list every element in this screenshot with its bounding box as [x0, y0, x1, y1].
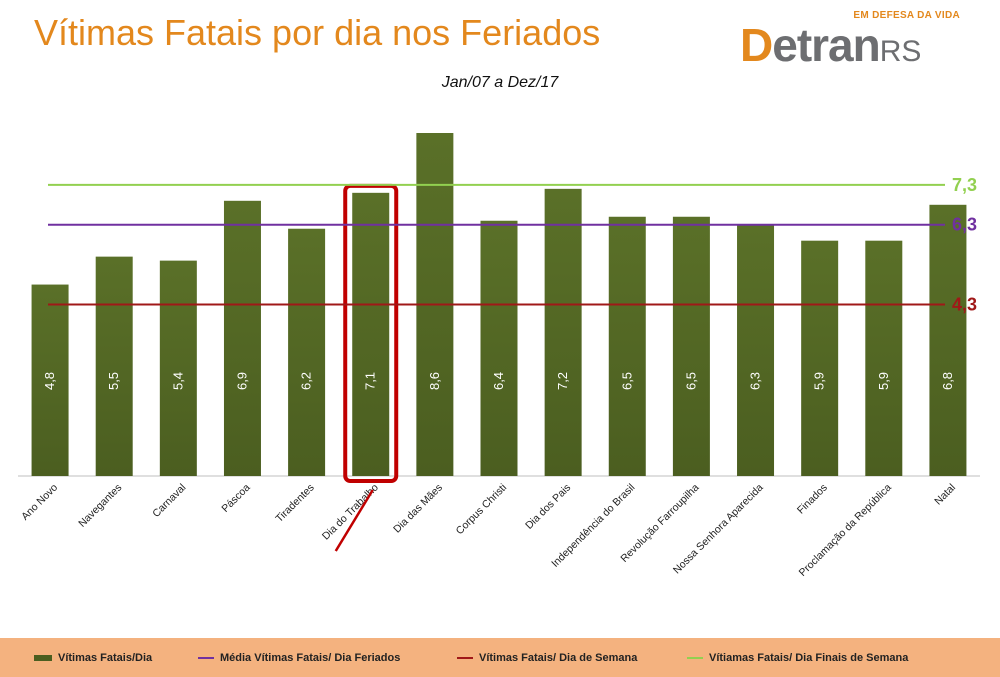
- bar-value-label: 6,5: [683, 372, 698, 390]
- legend-swatch: [34, 655, 52, 662]
- chart-title: Vítimas Fatais por dia nos Feriados: [34, 12, 601, 53]
- legend-label: Vítimas Fatais/ Dia de Semana: [479, 652, 638, 664]
- bar-11: [672, 216, 710, 477]
- category-label: Finados: [795, 482, 830, 517]
- category-label: Carnaval: [150, 482, 188, 520]
- bar-6: [352, 192, 390, 477]
- legend-label: Vítiamas Fatais/ Dia Finais de Semana: [709, 652, 909, 664]
- bar-value-label: 6,4: [491, 372, 506, 390]
- bar-value-label: 7,2: [555, 372, 570, 390]
- bar-5: [288, 228, 326, 476]
- bar-3: [159, 260, 197, 476]
- bar-value-label: 5,4: [170, 372, 185, 390]
- reference-line-label: 6,3: [952, 215, 977, 235]
- highlight-underline: [334, 489, 374, 552]
- bar-14: [865, 240, 903, 476]
- bar-13: [801, 240, 839, 476]
- bar-value-label: 5,9: [876, 372, 891, 390]
- bar-1: [31, 284, 69, 476]
- legend-label: Vítimas Fatais/Dia: [58, 652, 153, 664]
- bar-4: [223, 200, 261, 477]
- bar-value-label: 5,9: [812, 372, 827, 390]
- bar-15: [929, 204, 967, 476]
- category-label: Natal: [932, 482, 958, 508]
- bar-9: [544, 188, 582, 476]
- legend-item-4: Vítiamas Fatais/ Dia Finais de Semana: [687, 652, 908, 664]
- bar-value-label: 6,3: [748, 372, 763, 390]
- bar-value-label: 7,1: [363, 372, 378, 390]
- legend-item-1: Vítimas Fatais/Dia: [34, 652, 152, 664]
- bar-2: [95, 256, 133, 476]
- category-label: Ano Novo: [19, 482, 60, 523]
- bar-value-label: 6,5: [619, 372, 634, 390]
- reference-line-label: 7,3: [952, 175, 977, 195]
- legend-swatch: [457, 657, 473, 660]
- bar-value-label: 8,6: [427, 372, 442, 390]
- bar-10: [608, 216, 646, 477]
- reference-line-label: 4,3: [952, 295, 977, 315]
- chart-subtitle: Jan/07 a Dez/17: [441, 74, 559, 91]
- bar-chart: 4,8 Ano Novo 5,5 Navegantes 5,4 Carnaval 6,9 Pá…: [18, 133, 980, 579]
- bar-12: [737, 224, 775, 476]
- category-label: Tiradentes: [273, 482, 316, 525]
- detran-logo: EM DEFESA DA VIDA DetranRS: [740, 8, 970, 71]
- legend-swatch: [198, 657, 214, 660]
- category-label: Corpus Christi: [454, 482, 510, 538]
- logo-tagline: EM DEFESA DA VIDA: [853, 10, 960, 21]
- legend-label: Média Vítimas Fatais/ Dia Feriados: [220, 652, 401, 664]
- legend-item-3: Vítimas Fatais/ Dia de Semana: [457, 652, 637, 664]
- category-label: Navegantes: [76, 482, 124, 530]
- bar-value-label: 6,8: [940, 372, 955, 390]
- category-label: Dia das Mães: [391, 482, 445, 536]
- legend-swatch: [687, 657, 703, 660]
- category-label: Dia dos Pais: [523, 482, 573, 532]
- logo-brand: DetranRS: [740, 19, 922, 71]
- bar-value-label: 5,5: [106, 372, 121, 390]
- category-label: Páscoa: [219, 482, 252, 515]
- legend-item-2: Média Vítimas Fatais/ Dia Feriados: [198, 652, 400, 664]
- bar-8: [480, 220, 518, 476]
- bar-value-label: 6,2: [299, 372, 314, 390]
- bar-value-label: 6,9: [234, 372, 249, 390]
- chart-legend: Vítimas Fatais/Dia Média Vítimas Fatais/ …: [0, 638, 1000, 677]
- bar-value-label: 4,8: [42, 372, 57, 390]
